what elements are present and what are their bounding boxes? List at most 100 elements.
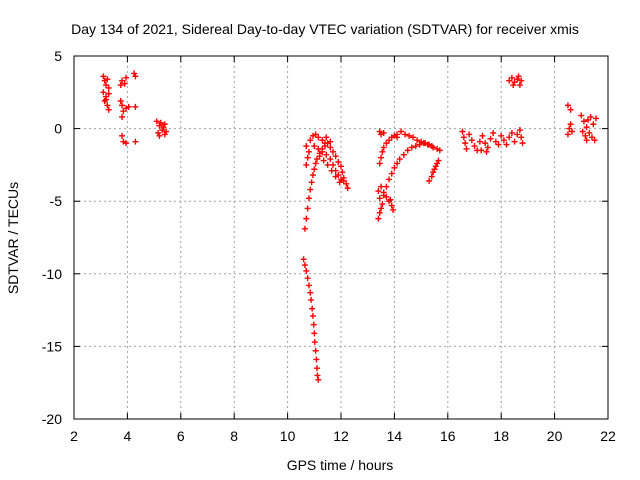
data-point <box>307 289 314 296</box>
data-point <box>519 140 526 147</box>
data-point <box>402 131 409 138</box>
data-point <box>315 134 322 141</box>
data-point <box>462 140 469 147</box>
data-point <box>117 82 124 89</box>
data-point <box>515 73 522 80</box>
data-point <box>103 96 110 103</box>
data-point <box>592 115 599 122</box>
data-point <box>156 132 163 139</box>
data-point <box>305 282 312 289</box>
data-point <box>300 256 307 263</box>
data-point <box>119 132 126 139</box>
data-point <box>398 128 405 135</box>
data-point <box>482 140 489 147</box>
data-point <box>305 195 312 202</box>
data-point <box>323 134 330 141</box>
data-point <box>394 131 401 138</box>
data-point <box>339 169 346 176</box>
data-point <box>329 148 336 155</box>
data-point <box>161 121 168 128</box>
data-point <box>426 141 433 148</box>
data-point <box>314 372 321 379</box>
data-point <box>430 144 437 151</box>
x-tick-label: 4 <box>124 428 132 444</box>
data-point <box>313 356 320 363</box>
data-point <box>376 195 383 202</box>
data-point <box>119 102 126 109</box>
data-point <box>327 138 334 145</box>
data-point <box>132 138 139 145</box>
data-point <box>105 106 112 113</box>
data-point <box>478 147 485 154</box>
data-point <box>157 119 164 126</box>
data-point <box>378 205 385 212</box>
data-point <box>312 160 319 167</box>
data-point <box>117 98 124 105</box>
data-point <box>303 143 310 150</box>
data-point <box>490 129 497 136</box>
data-point <box>414 137 421 144</box>
data-point <box>508 74 515 81</box>
data-point <box>590 121 597 128</box>
data-point <box>121 80 128 87</box>
x-tick-label: 6 <box>177 428 185 444</box>
data-point <box>386 176 393 183</box>
data-point <box>518 134 525 141</box>
data-point <box>312 347 319 354</box>
y-tick-label: -15 <box>42 338 62 354</box>
data-point <box>484 144 491 151</box>
data-point <box>324 161 331 168</box>
data-point <box>380 192 387 199</box>
data-point <box>315 376 322 383</box>
data-point <box>315 145 322 152</box>
axis-ticks: 2 4 6 8 10 12 14 16 18 20 22 5 0 -5 -10 -15 -20 <box>42 48 616 444</box>
chart-title: Day 134 of 2021, Sidereal Day-to-day VTE… <box>71 21 579 37</box>
data-point <box>418 138 425 145</box>
data-point <box>132 103 139 110</box>
y-tick-label: -20 <box>42 411 62 427</box>
data-point <box>587 113 594 120</box>
data-point <box>380 129 387 136</box>
data-point <box>132 73 139 80</box>
data-point <box>125 103 132 110</box>
data-point <box>309 172 316 179</box>
data-point <box>329 161 336 168</box>
data-point <box>303 267 310 274</box>
data-point <box>391 164 398 171</box>
data-point <box>567 121 574 128</box>
data-point <box>412 143 419 150</box>
data-point <box>583 137 590 144</box>
data-point <box>468 137 475 144</box>
data-point <box>400 151 407 158</box>
data-point <box>568 128 575 135</box>
data-point <box>332 153 339 160</box>
y-tick-label: 0 <box>54 121 62 137</box>
data-point <box>378 183 385 190</box>
data-point <box>119 113 126 120</box>
data-point <box>301 262 308 269</box>
data-point <box>321 140 328 147</box>
data-point <box>471 143 478 150</box>
data-point <box>153 118 160 125</box>
x-tick-label: 12 <box>333 428 349 444</box>
data-point <box>463 145 470 152</box>
data-point <box>466 131 473 138</box>
data-point <box>406 132 413 139</box>
data-point <box>304 275 311 282</box>
data-point <box>500 137 507 144</box>
data-point <box>388 170 395 177</box>
data-point <box>459 128 466 135</box>
data-point <box>100 89 107 96</box>
x-tick-label: 14 <box>387 428 403 444</box>
data-point <box>476 138 483 145</box>
data-point <box>328 167 335 174</box>
x-tick-label: 18 <box>493 428 509 444</box>
data-point <box>100 73 107 80</box>
data-point <box>375 188 382 195</box>
data-point <box>564 131 571 138</box>
data-point <box>426 177 433 184</box>
data-point <box>311 330 318 337</box>
data-point <box>319 148 326 155</box>
data-point <box>582 132 589 139</box>
data-point <box>583 124 590 131</box>
